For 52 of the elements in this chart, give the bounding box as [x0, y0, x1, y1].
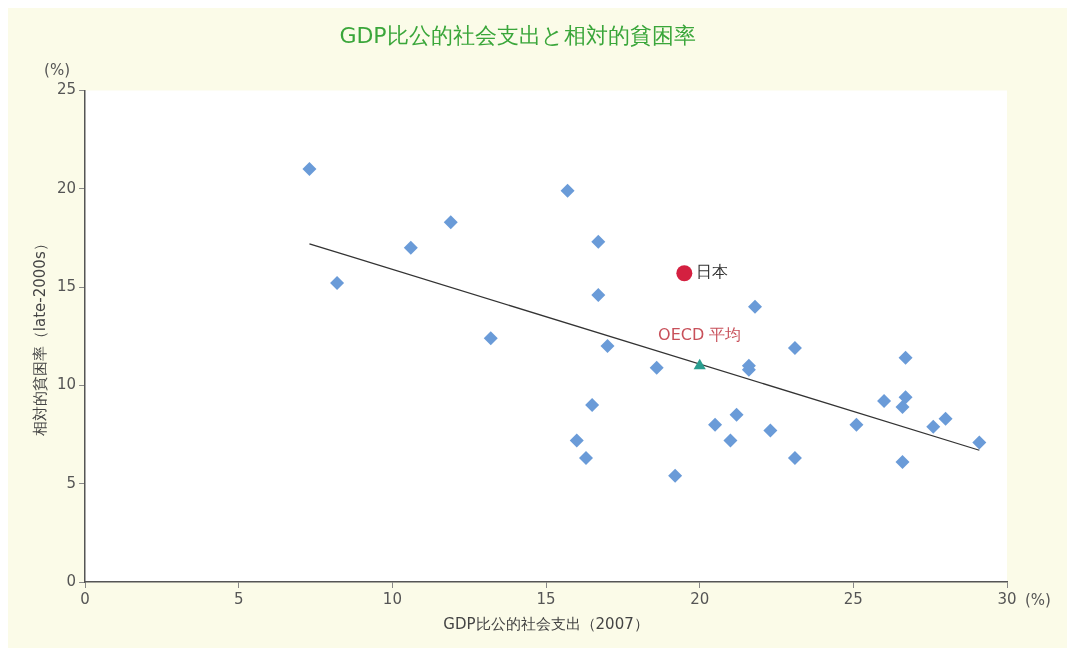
x-tick-label: 25 [843, 589, 863, 608]
y-axis-title: 相対的貧困率（late-2000s） [30, 236, 49, 437]
point [926, 419, 941, 434]
point [748, 299, 763, 314]
x-axis-title: GDP比公的社会支出（2007） [443, 614, 649, 633]
point [302, 162, 317, 177]
point [569, 433, 584, 448]
x-tick-label: 20 [690, 589, 710, 608]
point [693, 358, 706, 370]
x-tick-label: 5 [233, 589, 244, 608]
point [898, 350, 913, 365]
point [403, 240, 418, 255]
point [649, 360, 664, 375]
text: (%) [1025, 591, 1051, 610]
y-tick-label: 15 [56, 276, 77, 295]
y-tick-label: 10 [56, 375, 77, 394]
point [787, 451, 802, 466]
point [849, 417, 864, 432]
series-label: OECD 平均 [658, 324, 742, 344]
point [676, 265, 693, 282]
point [787, 341, 802, 355]
x-tick-label: 0 [80, 589, 90, 608]
series-label: 日本 [696, 262, 729, 282]
x-tick-label: 10 [382, 589, 402, 608]
point [591, 234, 606, 249]
text: (%) [44, 60, 71, 79]
y-tick-label: 5 [66, 473, 77, 492]
point [763, 423, 778, 438]
point [729, 407, 744, 422]
point [898, 390, 913, 405]
x-tick-label: 15 [536, 589, 556, 608]
point [600, 339, 615, 354]
x-tick-label: 30 [997, 589, 1017, 608]
point [938, 411, 953, 426]
point [895, 455, 910, 470]
point [443, 215, 458, 230]
point [591, 287, 606, 302]
point [723, 433, 738, 448]
point [483, 331, 498, 346]
point [708, 417, 723, 432]
point [578, 451, 593, 466]
y-tick-label: 20 [56, 178, 77, 197]
y-tick-label: 25 [56, 80, 77, 99]
y-tick-label: 0 [66, 571, 77, 590]
chart-title: GDP比公的社会支出と相対的貧困率 [339, 22, 696, 48]
point [560, 183, 575, 198]
point [895, 399, 910, 414]
point [585, 398, 600, 413]
point [877, 394, 892, 409]
point [668, 468, 683, 483]
point [972, 435, 987, 450]
point [330, 276, 345, 291]
